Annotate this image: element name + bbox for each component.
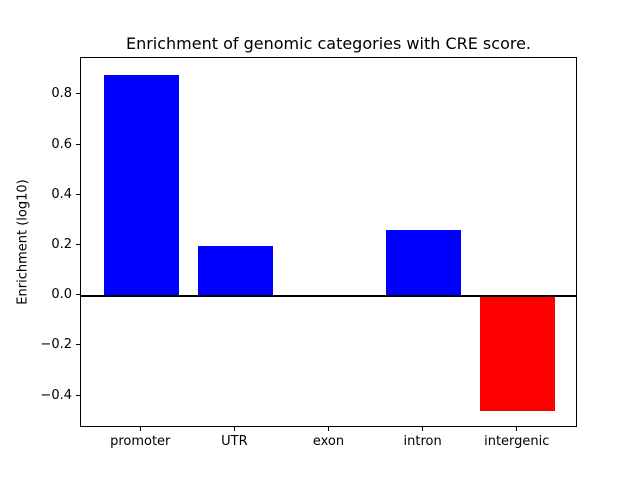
chart-title: Enrichment of genomic categories with CR… bbox=[125, 34, 532, 53]
plot-area bbox=[80, 57, 577, 427]
y-tick-mark bbox=[76, 193, 80, 195]
x-tick-label-intron: intron bbox=[403, 434, 442, 449]
x-tick-mark bbox=[516, 427, 518, 431]
zero-line bbox=[81, 294, 576, 297]
y-tick-mark bbox=[76, 394, 80, 396]
y-tick-label: 0.2 bbox=[51, 237, 72, 252]
x-tick-label-promoter: promoter bbox=[110, 434, 171, 449]
x-tick-mark bbox=[233, 427, 235, 431]
y-axis-label: Enrichment (log10) bbox=[15, 179, 31, 305]
x-tick-mark bbox=[422, 427, 424, 431]
bar-UTR bbox=[197, 245, 274, 296]
y-tick-mark bbox=[76, 143, 80, 145]
y-tick-label: 0.8 bbox=[51, 86, 72, 102]
y-tick-mark bbox=[76, 344, 80, 346]
x-tick-mark bbox=[139, 427, 141, 431]
y-tick-label: 0.6 bbox=[51, 136, 72, 152]
bar-intron bbox=[385, 230, 462, 296]
y-tick-mark bbox=[76, 93, 80, 95]
y-tick-mark bbox=[76, 244, 80, 245]
x-tick-label-exon: exon bbox=[312, 434, 345, 449]
y-tick-label: 0.0 bbox=[51, 287, 72, 303]
y-tick-label: −0.2 bbox=[40, 337, 72, 353]
y-tick-mark bbox=[76, 294, 80, 296]
x-tick-label-UTR: UTR bbox=[221, 434, 248, 449]
y-tick-label: 0.4 bbox=[51, 186, 72, 202]
x-tick-mark bbox=[328, 427, 329, 431]
bar-intergenic bbox=[480, 295, 556, 412]
y-tick-label: −0.4 bbox=[40, 387, 72, 403]
x-tick-label-intergenic: intergenic bbox=[484, 434, 550, 449]
bar-promoter bbox=[103, 74, 179, 296]
